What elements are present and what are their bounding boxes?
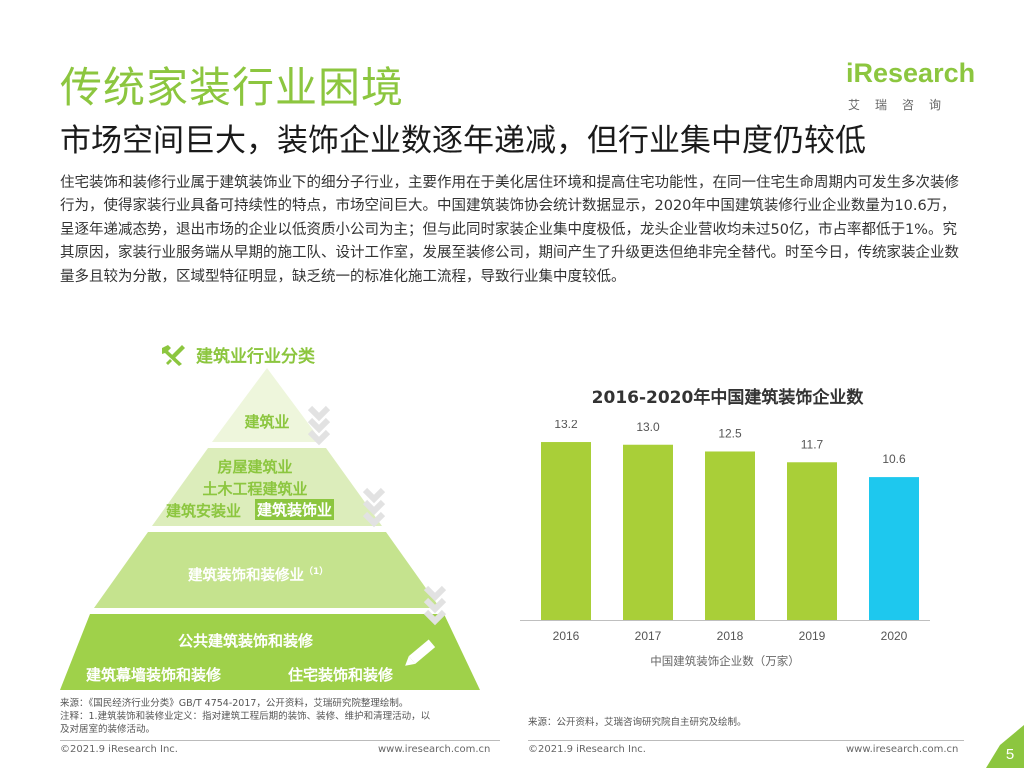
bar-2017 bbox=[623, 444, 673, 620]
pyramid-level-3-note: （1） bbox=[304, 567, 329, 578]
bar-2016 bbox=[541, 442, 591, 620]
x-tick-label: 2019 bbox=[799, 629, 826, 643]
bar-2019 bbox=[787, 462, 837, 620]
pyramid-header: 建筑业行业分类 bbox=[160, 342, 315, 367]
pyramid-level-1 bbox=[212, 368, 322, 442]
pencil-icon bbox=[405, 639, 436, 666]
chevron-down-icon bbox=[307, 405, 331, 446]
pyramid-level-2-item: 土木工程建筑业 bbox=[202, 480, 308, 498]
pyramid-level-2-item: 房屋建筑业 bbox=[217, 458, 293, 476]
footer-website: www.iresearch.com.cn bbox=[378, 744, 491, 755]
bar-chart-svg: 13.2 2016 13.0 2017 12.5 2018 11.7 2019 10.6 2020… bbox=[520, 417, 930, 668]
pyramid-level-4 bbox=[60, 614, 480, 690]
pyramid-level-3-text: 建筑装饰和装修业 bbox=[188, 568, 304, 584]
page-number: 5 bbox=[1006, 746, 1014, 763]
bar-value-label: 13.2 bbox=[554, 420, 578, 431]
pyramid-level-2-highlight: 建筑装饰业 bbox=[255, 499, 335, 520]
bar-value-label: 13.0 bbox=[636, 420, 660, 434]
pyramid-level-3 bbox=[94, 532, 440, 608]
footer-divider bbox=[528, 740, 964, 741]
source-left-line3: 及对居室的装修活动。 bbox=[60, 724, 156, 735]
pyramid-level-3-label: 建筑装饰和装修业（1） bbox=[188, 564, 328, 585]
industry-pyramid: 建筑业 房屋建筑业 土木工程建筑业 建筑安装业 建筑装饰业 建筑装饰和装修业（1… bbox=[60, 368, 480, 693]
source-left-line2: 注释：1.建筑装饰和装修业定义：指对建筑工程后期的装饰、装修、维护和清理活动，以 bbox=[60, 711, 431, 722]
bar-2020 bbox=[869, 477, 919, 620]
enterprise-count-chart: 13.2 2016 13.0 2017 12.5 2018 11.7 2019 10.6 2020… bbox=[520, 417, 940, 675]
footer-divider bbox=[60, 740, 500, 741]
footer-copyright: ©2021.9 iResearch Inc. bbox=[528, 744, 646, 755]
page-subtitle: 市场空间巨大，装饰企业数逐年递减，但行业集中度仍较低 bbox=[60, 123, 866, 159]
pyramid-level-4-item: 公共建筑装饰和装修 bbox=[178, 632, 314, 650]
page-title: 传统家装行业困境 bbox=[60, 63, 405, 112]
pyramid-title: 建筑业行业分类 bbox=[196, 347, 315, 367]
pyramid-level-2-item: 建筑安装业 bbox=[166, 502, 242, 520]
source-left-line1: 来源：《国民经济行业分类》GB/T 4754-2017，公开资料，艾瑞研究院整理… bbox=[60, 698, 409, 709]
tools-icon bbox=[162, 344, 185, 366]
page-number-badge: 5 bbox=[986, 725, 1024, 768]
bar-2018 bbox=[705, 451, 755, 620]
footer-website: www.iresearch.com.cn bbox=[846, 744, 959, 755]
x-axis-label: 中国建筑装饰企业数（万家） bbox=[650, 654, 800, 668]
bar-value-label: 10.6 bbox=[882, 452, 906, 466]
x-tick-label: 2018 bbox=[717, 629, 744, 643]
x-tick-label: 2017 bbox=[635, 629, 662, 643]
chart-title: 2016-2020年中国建筑装饰企业数 bbox=[591, 388, 864, 408]
bar-value-label: 12.5 bbox=[718, 426, 742, 440]
chevron-down-icon bbox=[423, 585, 447, 626]
x-tick-label: 2020 bbox=[881, 629, 908, 643]
intro-paragraph: 住宅装饰和装修行业属于建筑装饰业下的细分子行业，主要作用在于美化居住环境和提高住… bbox=[60, 175, 959, 285]
logo-name: iResearch bbox=[846, 58, 976, 88]
pyramid-level-4-item: 住宅装饰和装修 bbox=[288, 666, 394, 684]
logo-subtitle: 艾瑞咨询 bbox=[848, 98, 957, 112]
pyramid-level-1-label: 建筑业 bbox=[244, 413, 290, 431]
iresearch-logo: iResearch 艾瑞咨询 bbox=[846, 56, 976, 116]
pyramid-level-4-item: 建筑幕墙装饰和装修 bbox=[86, 666, 222, 684]
bar-value-label: 11.7 bbox=[801, 437, 824, 451]
footer-copyright: ©2021.9 iResearch Inc. bbox=[60, 744, 178, 755]
x-tick-label: 2016 bbox=[553, 629, 580, 643]
chevron-down-icon bbox=[362, 487, 386, 528]
source-right: 来源：公开资料，艾瑞咨询研究院自主研究及绘制。 bbox=[528, 717, 747, 728]
